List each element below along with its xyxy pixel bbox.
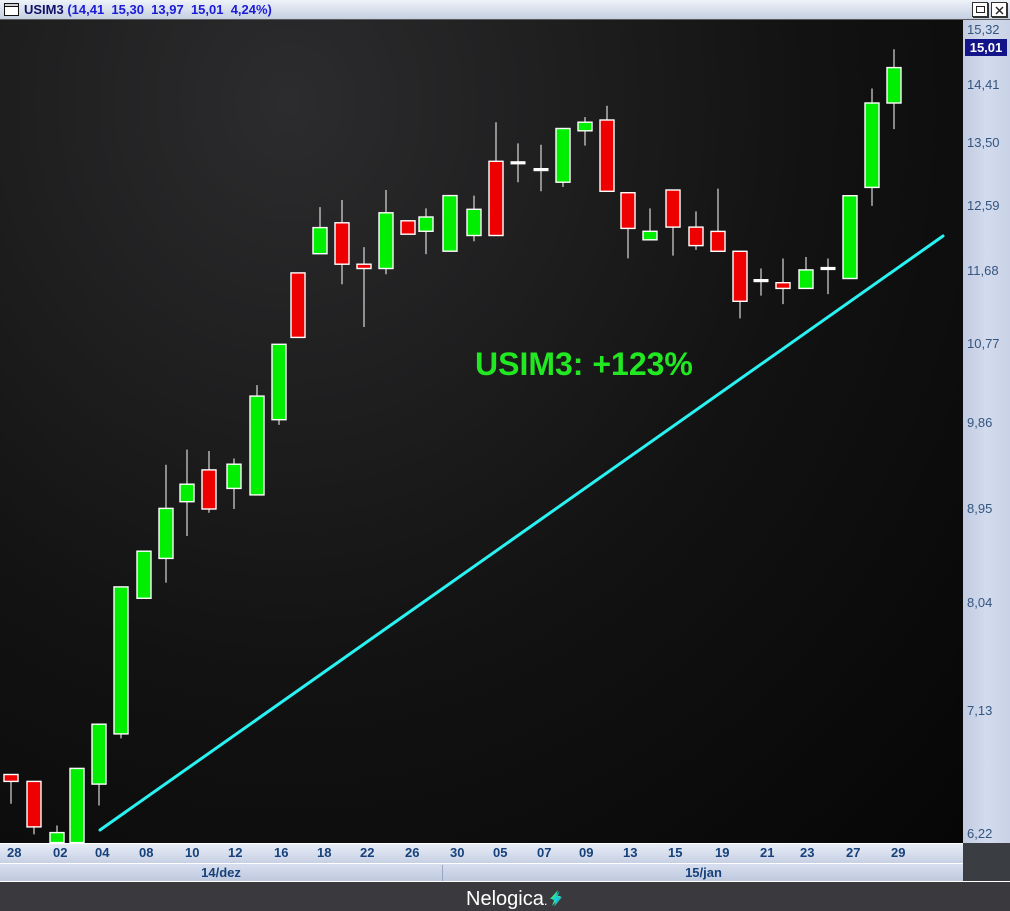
svg-text:USIM3: +123%: USIM3: +123% bbox=[475, 346, 693, 382]
